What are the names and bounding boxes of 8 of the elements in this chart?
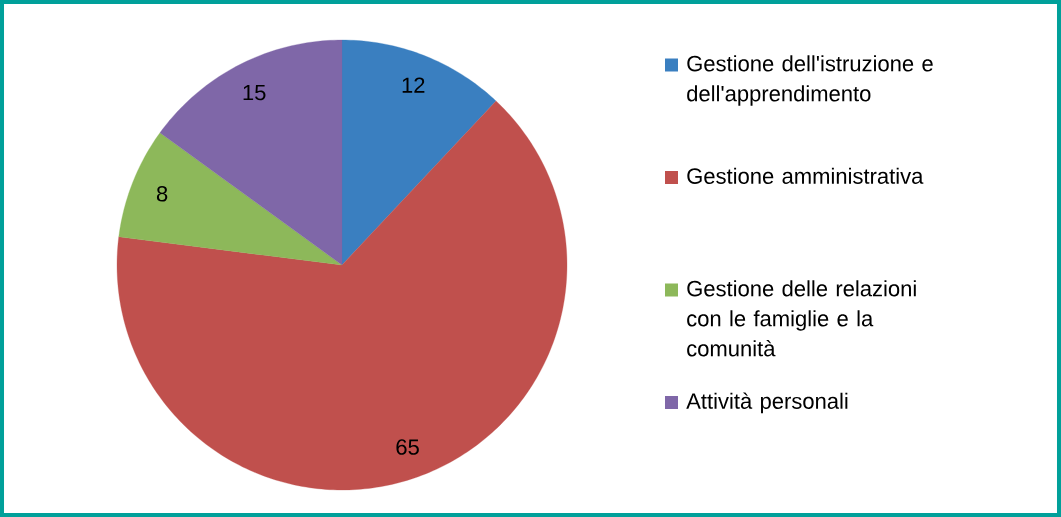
legend-label: Gestione delle relazioni con le famiglie e la comunità — [687, 280, 916, 357]
data-label: 12 — [402, 77, 425, 93]
legend-label: Attività personali — [686, 392, 848, 414]
data-label: 15 — [243, 84, 266, 101]
data-label: 8 — [156, 185, 168, 202]
data-label: 65 — [396, 439, 419, 455]
legend-label: Gestione amministrativa — [687, 167, 924, 184]
legend-label: Gestione dell'istruzione e dell'apprendimento — [687, 55, 933, 106]
